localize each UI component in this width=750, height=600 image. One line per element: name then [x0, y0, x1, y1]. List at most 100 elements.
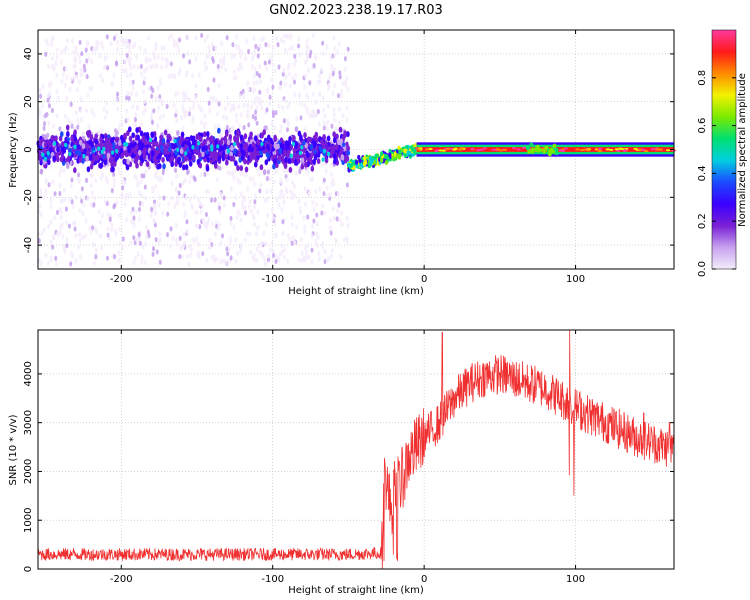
spectrogram-cell	[475, 149, 481, 152]
spectrogram-cell	[127, 57, 131, 63]
spectrogram-cell	[333, 237, 337, 243]
spectrogram-cell	[255, 231, 259, 237]
spectrogram-cell	[283, 98, 287, 104]
spectrogram-cell	[338, 217, 342, 224]
spectrogram-cell	[248, 143, 253, 150]
spectrogram-cell	[73, 167, 77, 174]
spectrogram-cell	[114, 97, 118, 103]
spectrogram-cell	[239, 53, 243, 60]
spectrogram-x-tick-label: -200	[110, 274, 133, 285]
spectrogram-cell	[234, 258, 238, 264]
spectrogram-cell	[115, 153, 120, 160]
spectrogram-cell	[384, 160, 388, 165]
spectrogram-cell	[306, 243, 310, 249]
spectrogram-cell	[44, 37, 48, 44]
spectrogram-cell	[115, 148, 119, 154]
spectrogram-cell	[341, 112, 345, 119]
spectrogram-cell	[329, 217, 333, 224]
spectrogram-cell	[138, 200, 142, 207]
spectrogram-cell	[552, 143, 557, 148]
spectrogram-cell	[270, 240, 274, 246]
spectrogram-y-tick-label: 20	[23, 95, 34, 108]
spectrogram-cell	[316, 221, 320, 227]
spectrogram-cell	[529, 142, 534, 147]
spectrogram-cell	[78, 39, 82, 46]
spectrogram-cell	[226, 101, 230, 107]
spectrogram-cell	[172, 38, 176, 44]
spectrogram-cell	[46, 63, 50, 69]
spectrogram-cell	[174, 108, 178, 115]
spectrogram-cell	[395, 153, 399, 159]
spectrogram-cell	[188, 154, 193, 161]
spectrogram-cell	[74, 150, 79, 155]
spectrogram-cell	[92, 112, 96, 118]
spectrogram-cell	[536, 148, 541, 153]
spectrogram-cell	[90, 108, 94, 114]
spectrogram-cell	[200, 32, 204, 38]
spectrogram-cell	[51, 179, 55, 185]
spectrogram-cell	[191, 139, 196, 146]
spectrogram-cell	[388, 152, 392, 158]
spectrogram-cell	[208, 49, 212, 55]
spectrogram-cell	[132, 121, 136, 128]
spectrogram-cell	[380, 157, 384, 163]
spectrogram-cell	[59, 214, 63, 220]
figure-title: GN02.2023.238.19.17.R03	[269, 3, 443, 18]
spectrogram-cell	[62, 168, 66, 174]
spectrogram-cell	[332, 137, 337, 144]
spectrogram-cell	[220, 233, 224, 239]
spectrogram-cell	[194, 55, 198, 62]
spectrogram-cell	[47, 182, 51, 188]
spectrogram-cell	[403, 148, 407, 154]
spectrogram-cell	[255, 79, 259, 86]
spectrogram-cell	[285, 176, 289, 183]
spectrogram-cell	[286, 65, 290, 71]
spectrogram-cell	[56, 95, 60, 101]
spectrogram-cell	[129, 210, 133, 216]
spectrogram-cell	[305, 38, 309, 44]
spectrogram-cell	[297, 198, 301, 204]
spectrogram-cell	[162, 195, 166, 201]
spectrogram-cell	[325, 125, 329, 131]
spectrogram-cell	[67, 223, 71, 229]
spectrogram-cell	[93, 195, 97, 201]
spectrogram-cell	[321, 95, 325, 101]
spectrogram-cell	[343, 236, 347, 242]
spectrogram-cell	[221, 114, 225, 120]
spectrogram-cell	[271, 44, 275, 51]
spectrogram-cell	[542, 149, 547, 154]
spectrogram-cell	[175, 194, 179, 200]
spectrogram-cell	[120, 244, 124, 251]
spectrogram-cell	[248, 176, 252, 182]
spectrogram-cell	[91, 225, 95, 231]
spectrogram-cell	[39, 212, 43, 218]
spectrogram-cell	[97, 129, 101, 135]
spectrogram-cell	[146, 35, 150, 42]
spectrogram-cell	[144, 169, 148, 175]
spectrogram-cell	[502, 148, 508, 151]
spectrogram-cell	[153, 199, 157, 205]
spectrogram-cell	[243, 210, 247, 216]
spectrogram-cell	[265, 189, 269, 195]
spectrogram-cell	[323, 249, 327, 255]
spectrogram-cell	[261, 35, 265, 42]
spectrogram-cell	[303, 126, 307, 132]
spectrogram-cell	[238, 180, 242, 186]
spectrogram-cell	[216, 111, 220, 117]
spectrogram-cell	[214, 219, 218, 226]
colorbar: 0.0 0.2 0.4 0.6 0.8 Normalized spectral ampl…	[697, 29, 748, 277]
spectrogram-cell	[49, 219, 53, 225]
spectrogram-cell	[254, 109, 258, 115]
spectrogram-cell	[278, 251, 282, 258]
spectrogram-cell	[256, 53, 260, 59]
spectrogram-cell	[88, 225, 92, 231]
spectrogram-cell	[282, 33, 286, 39]
spectrogram-cell	[218, 58, 222, 64]
spectrogram-cell	[304, 201, 308, 208]
spectrogram-cell	[258, 43, 262, 49]
spectrogram-cell	[73, 129, 77, 136]
spectrogram-cell	[139, 130, 144, 137]
spectrogram-cell	[95, 229, 99, 235]
spectrogram-cell	[269, 165, 273, 171]
